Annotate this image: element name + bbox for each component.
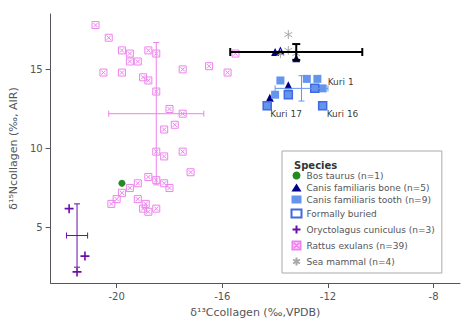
svg-text:-12: -12 (320, 291, 336, 302)
svg-text:δ¹³Ccollagen (‰,VPDB): δ¹³Ccollagen (‰,VPDB) (190, 306, 320, 319)
svg-text:Formally buried: Formally buried (307, 209, 377, 219)
svg-text:Kuri 1: Kuri 1 (328, 77, 354, 87)
svg-text:Rattus exulans (n=39): Rattus exulans (n=39) (307, 241, 408, 251)
svg-text:Sea mammal (n=4): Sea mammal (n=4) (307, 257, 395, 267)
svg-text:Oryctolagus cuniculus (n=3): Oryctolagus cuniculus (n=3) (307, 225, 435, 235)
svg-text:Canis familiaris bone (n=5): Canis familiaris bone (n=5) (307, 183, 430, 193)
svg-text:Kuri 17: Kuri 17 (270, 109, 302, 119)
svg-text:Bos taurus (n=1): Bos taurus (n=1) (307, 171, 384, 181)
svg-text:Species: Species (294, 160, 337, 171)
svg-text:Kuri 16: Kuri 16 (327, 109, 359, 119)
svg-text:Canis familiaris tooth (n=9): Canis familiaris tooth (n=9) (307, 195, 431, 205)
svg-text:-20: -20 (108, 291, 124, 302)
svg-text:-8: -8 (429, 291, 439, 302)
svg-text:δ¹⁵Ncollagen (‰, AIR): δ¹⁵Ncollagen (‰, AIR) (7, 87, 20, 209)
svg-text:10: 10 (30, 143, 43, 154)
svg-text:-16: -16 (214, 291, 230, 302)
svg-text:15: 15 (30, 64, 43, 75)
svg-text:5: 5 (36, 222, 42, 233)
